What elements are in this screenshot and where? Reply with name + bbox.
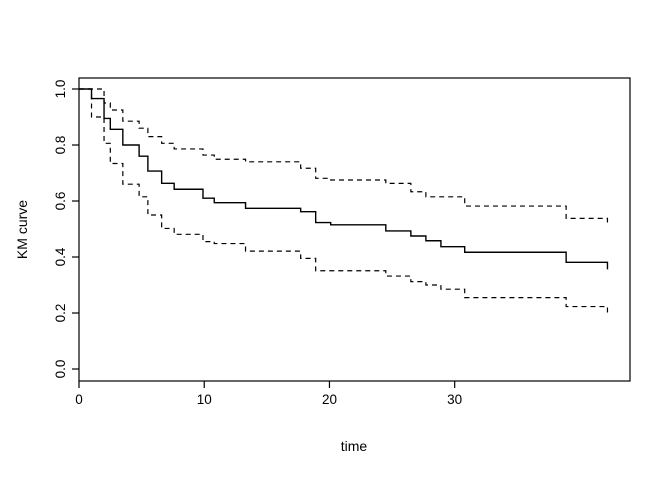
lower-ci-curve xyxy=(79,88,609,314)
km-step-curve xyxy=(79,88,609,270)
upper-ci-curve xyxy=(79,88,609,225)
plot-box xyxy=(78,77,631,382)
y-tick-label: 0.2 xyxy=(53,304,68,323)
x-tick-label: 20 xyxy=(322,392,337,407)
x-axis-ticks: 0 10 20 30 xyxy=(75,381,462,407)
x-tick-label: 30 xyxy=(447,392,462,407)
curves xyxy=(79,88,609,314)
x-tick-label: 10 xyxy=(197,392,212,407)
y-tick-label: 0.0 xyxy=(53,360,68,379)
y-axis-title: KM curve xyxy=(14,200,30,259)
x-tick-label: 0 xyxy=(75,392,83,407)
y-tick-label: 1.0 xyxy=(53,80,68,99)
y-axis-ticks: 0.0 0.2 0.4 0.6 0.8 1.0 xyxy=(53,80,79,379)
y-tick-label: 0.6 xyxy=(53,192,68,211)
x-axis-title: time xyxy=(341,438,368,454)
y-tick-label: 0.4 xyxy=(53,247,68,266)
y-tick-label: 0.8 xyxy=(53,136,68,155)
